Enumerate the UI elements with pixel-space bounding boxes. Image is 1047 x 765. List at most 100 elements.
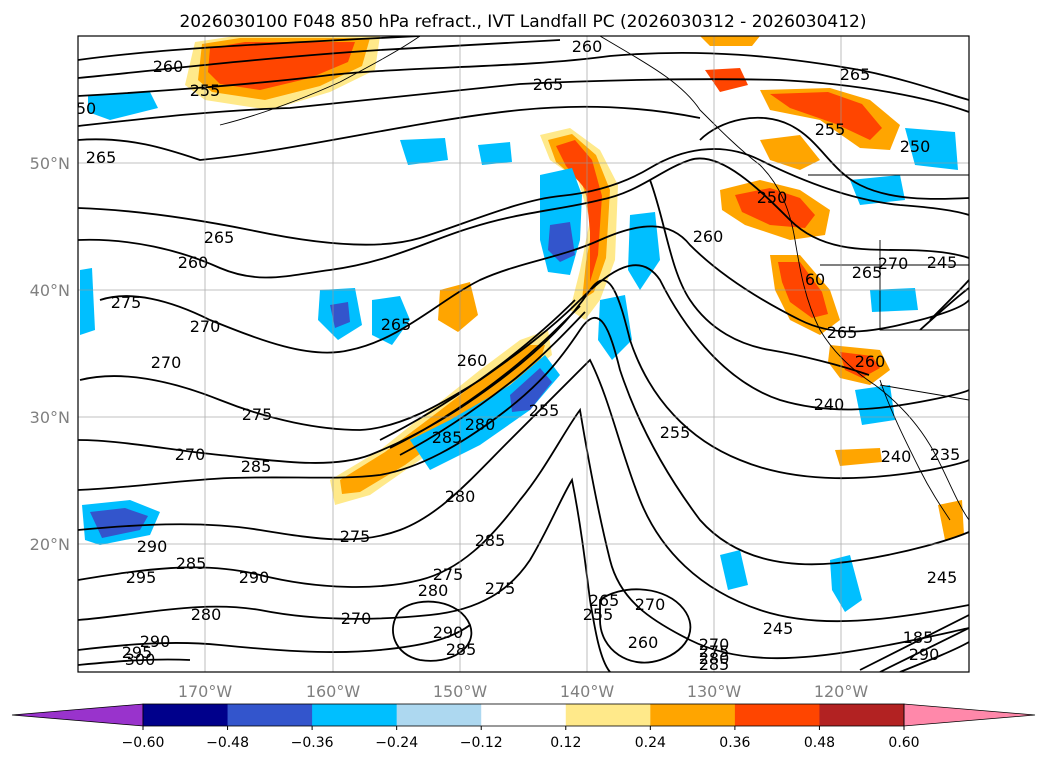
colorbar-segment bbox=[312, 704, 398, 726]
contour-line bbox=[699, 116, 969, 200]
contour-label: 260 bbox=[153, 57, 184, 76]
contour-label: 280 bbox=[191, 605, 222, 624]
contour-label: 290 bbox=[140, 632, 171, 651]
shade-blue-north2 bbox=[478, 142, 512, 165]
colorbar-tick-label: 0.24 bbox=[635, 735, 666, 751]
lat-label-40n: 40°N bbox=[30, 281, 70, 300]
contour-label: 270 bbox=[151, 353, 182, 372]
contour-label: 260 bbox=[693, 227, 724, 246]
contour-line bbox=[78, 157, 969, 279]
colorbar-segment bbox=[819, 704, 905, 726]
contour-line bbox=[78, 624, 471, 653]
contour-line bbox=[78, 148, 969, 246]
shade-blue-aleut bbox=[88, 92, 158, 120]
contour-labels: 2602555026526026526525525025026027026560… bbox=[76, 37, 961, 674]
contour-label: 270 bbox=[878, 254, 909, 273]
contour-label: 265 bbox=[840, 65, 871, 84]
contour-line bbox=[379, 299, 576, 441]
shade-blue-east bbox=[830, 555, 862, 612]
latitude-labels: 50°N 40°N 30°N 20°N bbox=[30, 154, 70, 554]
contour-label: 185 bbox=[903, 628, 934, 647]
contour-label: 255 bbox=[815, 120, 846, 139]
colorbar-tick-label: 0.12 bbox=[550, 735, 581, 751]
coastline-west-coast bbox=[794, 239, 969, 521]
contour-line bbox=[99, 225, 969, 354]
lon-label-150w: 150°W bbox=[433, 682, 488, 701]
contour-line bbox=[78, 658, 191, 666]
contour-label: 280 bbox=[699, 649, 730, 668]
contour-label: 250 bbox=[900, 137, 931, 156]
coastline-baja bbox=[879, 379, 951, 521]
contour-label: 295 bbox=[126, 568, 157, 587]
shade-mid-orange-a bbox=[438, 282, 478, 332]
map-frame bbox=[77, 35, 970, 673]
contour-label: 290 bbox=[909, 645, 940, 664]
contour-label: 255 bbox=[583, 605, 614, 624]
contour-line bbox=[899, 641, 969, 672]
coastline-gulf-alaska bbox=[599, 36, 796, 241]
contour-line bbox=[392, 600, 473, 662]
contour-label: 270 bbox=[190, 317, 221, 336]
shade-lightblue-mid bbox=[598, 295, 632, 360]
colorbar-segment bbox=[565, 704, 651, 726]
colorbar-extend-high bbox=[903, 703, 1036, 727]
colorbar-segment bbox=[143, 704, 229, 726]
shade-top-right-orange bbox=[700, 36, 760, 46]
contour-label: 285 bbox=[446, 640, 477, 659]
contour-label: 235 bbox=[930, 445, 961, 464]
contour-label: 260 bbox=[572, 37, 603, 56]
colorbar-frame bbox=[142, 703, 905, 727]
colorbar: −0.60 −0.48 −0.36 −0.24 −0.12 0.12 0.24 0.36 0.4… bbox=[11, 703, 1036, 751]
colorbar-tick-label: −0.60 bbox=[122, 735, 165, 751]
contour-label: 260 bbox=[628, 633, 659, 652]
lat-label-20n: 20°N bbox=[30, 535, 70, 554]
contour-line bbox=[389, 305, 581, 449]
colorbar-tick-label: 0.48 bbox=[804, 735, 835, 751]
contour-label: 255 bbox=[529, 401, 560, 420]
contour-label: 270 bbox=[341, 609, 372, 628]
colorbar-tick-label: −0.12 bbox=[460, 735, 503, 751]
figure-title: 2026030100 F048 850 hPa refract., IVT La… bbox=[179, 12, 866, 32]
contour-line bbox=[78, 358, 969, 623]
contour-label: 245 bbox=[927, 568, 958, 587]
shade-top-right-red-core bbox=[770, 92, 882, 140]
contour-label: 60 bbox=[805, 270, 825, 289]
contour-label: 240 bbox=[814, 395, 845, 414]
contour-line bbox=[919, 287, 969, 331]
colorbar-tick-label: 0.60 bbox=[888, 735, 919, 751]
contour-label: 50 bbox=[76, 99, 96, 118]
contour-label: 285 bbox=[241, 457, 272, 476]
colorbar-tick-labels: −0.60 −0.48 −0.36 −0.24 −0.12 0.12 0.24 0.36 0.4… bbox=[122, 726, 920, 751]
shade-bc-orange bbox=[760, 135, 820, 170]
contour-label: 245 bbox=[927, 253, 958, 272]
shade-blue-right bbox=[850, 175, 905, 205]
contour-label: 265 bbox=[381, 315, 412, 334]
shade-blue-hawaii-core bbox=[90, 508, 148, 538]
shade-blue-north bbox=[400, 138, 448, 165]
contour-label: 275 bbox=[433, 565, 464, 584]
contour-label: 265 bbox=[533, 75, 564, 94]
contour-line bbox=[78, 78, 969, 127]
contour-label: 285 bbox=[699, 655, 730, 674]
contour-line bbox=[78, 51, 969, 101]
colorbar-extend-low bbox=[11, 703, 144, 727]
contour-label: 255 bbox=[190, 81, 221, 100]
lon-label-130w: 130°W bbox=[687, 682, 742, 701]
lat-label-30n: 30°N bbox=[30, 408, 70, 427]
contour-line bbox=[78, 316, 969, 566]
contour-line bbox=[78, 407, 969, 660]
lon-label-120w: 120°W bbox=[814, 682, 869, 701]
contour-label: 290 bbox=[137, 537, 168, 556]
shade-mid-blue-b-core bbox=[330, 302, 350, 328]
contour-label: 280 bbox=[445, 487, 476, 506]
colorbar-tick-label: −0.24 bbox=[375, 735, 418, 751]
colorbar-segment bbox=[481, 704, 567, 726]
contour-label: 270 bbox=[699, 635, 730, 654]
contour-line bbox=[78, 105, 701, 161]
coastline-alaska bbox=[219, 36, 421, 126]
contour-label: 285 bbox=[432, 428, 463, 447]
colorbar-segment bbox=[227, 704, 313, 726]
contour-line bbox=[78, 39, 561, 79]
contour-label: 260 bbox=[855, 352, 886, 371]
